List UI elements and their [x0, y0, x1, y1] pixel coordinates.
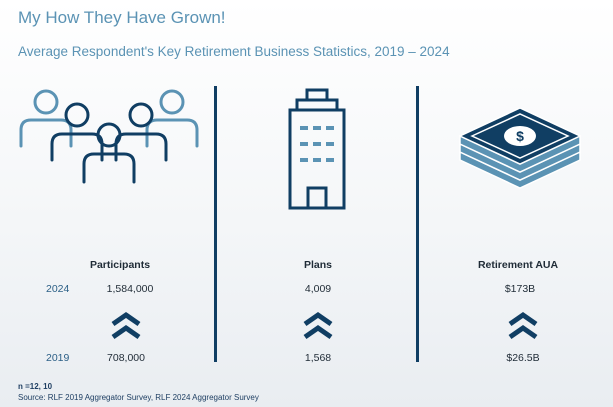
source-note: Source: RLF 2019 Aggregator Survey, RLF …	[18, 393, 259, 402]
sample-size-note: n =12, 10	[18, 382, 53, 391]
participants-2024-value: 1,584,000	[106, 283, 154, 295]
participants-2019-value: 708,000	[107, 352, 145, 364]
column-divider-2	[416, 86, 419, 362]
growth-chevron-icon	[508, 311, 538, 340]
people-group-icon	[19, 89, 199, 184]
plans-label: Plans	[303, 259, 332, 271]
retirement-aua-label: Retirement AUA	[477, 259, 559, 271]
aua-2019-value: $26.5B	[506, 352, 540, 364]
plans-2019-value: 1,568	[304, 352, 332, 364]
growth-chevron-icon	[111, 311, 141, 340]
growth-chevron-icon	[303, 311, 333, 340]
participants-label: Participants	[89, 259, 151, 271]
page-title: My How They Have Grown!	[18, 8, 226, 27]
svg-text:$: $	[516, 128, 524, 144]
page-subtitle: Average Respondent's Key Retirement Busi…	[18, 44, 450, 59]
building-icon	[288, 88, 346, 210]
money-stack-icon: $	[458, 108, 582, 189]
aua-2024-value: $173B	[504, 283, 536, 295]
year-2024-label: 2024	[46, 283, 70, 295]
column-divider-1	[214, 86, 217, 362]
year-2019-label: 2019	[46, 352, 70, 364]
plans-2024-value: 4,009	[304, 283, 332, 295]
